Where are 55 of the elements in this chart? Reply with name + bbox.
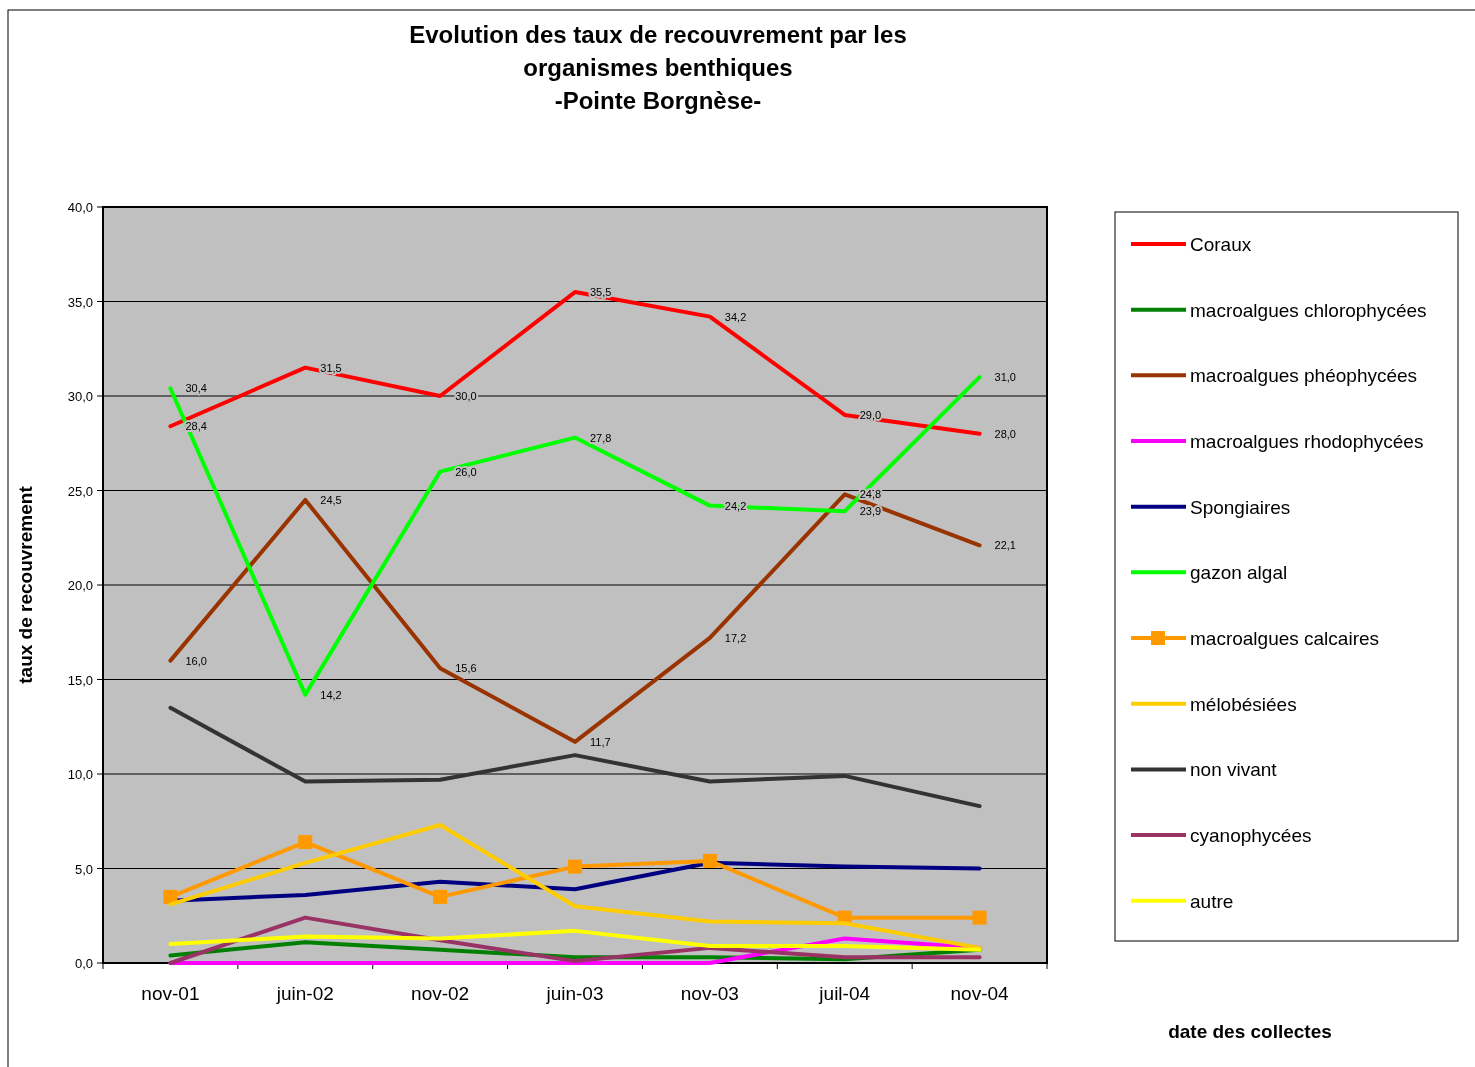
legend-label: cyanophycées [1190, 825, 1312, 847]
data-label: 14,2 [320, 688, 342, 701]
x-tick-label: juin-03 [545, 983, 604, 1004]
legend-label: mélobésiées [1190, 693, 1297, 715]
data-label: 26,0 [455, 465, 477, 478]
x-tick-label: juil-04 [818, 983, 871, 1004]
y-tick-label: 25,0 [67, 483, 93, 499]
data-label: 30,0 [455, 390, 477, 402]
y-tick-label: 5,0 [74, 861, 93, 877]
data-label: 17,2 [724, 631, 747, 644]
data-label: 31,5 [320, 361, 342, 374]
y-tick-label: 20,0 [67, 578, 93, 593]
legend-label: gazon algal [1190, 562, 1288, 584]
data-label: 34,2 [724, 310, 747, 323]
data-label: 27,8 [590, 431, 612, 444]
point [433, 889, 448, 904]
point [568, 859, 582, 874]
data-label: 30,4 [185, 382, 207, 395]
data-label: 22,1 [994, 539, 1016, 552]
x-tick-label: nov-04 [950, 983, 1010, 1004]
point [702, 853, 717, 868]
line-series [168, 915, 982, 965]
line-series [168, 928, 982, 952]
y-tick-label: 15,0 [67, 672, 93, 688]
data-label: 23,9 [859, 505, 882, 518]
legend-label: macroalgues calcaires [1190, 628, 1380, 650]
legend-label: macroalgues chlorophycées [1190, 299, 1427, 321]
x-tick-label: nov-01 [141, 983, 200, 1004]
chart-title: Evolution des taux de recouvrement par les organismes benthiques -Pointe Borgnèse- [409, 21, 907, 114]
data-label: 15,6 [455, 662, 477, 675]
y-tick-label: 30,0 [67, 389, 93, 404]
point [298, 835, 313, 850]
line-series [168, 705, 982, 809]
text: date des collectes [1168, 1021, 1332, 1042]
legend-label: macroalgues phéophycées [1190, 365, 1418, 387]
legend-label: Spongiaires [1190, 496, 1291, 518]
y-tick-label: 40,0 [67, 200, 93, 215]
x-tick-label: juin-02 [275, 983, 334, 1004]
legend-label: autre [1190, 890, 1234, 912]
point [972, 910, 987, 925]
x-tick-label: nov-03 [680, 983, 739, 1004]
legend-label: non vivant [1190, 759, 1278, 781]
x-tick-label: nov-02 [411, 983, 470, 1004]
legend-label: macroalgues rhodophycées [1190, 431, 1424, 453]
line-series [168, 290, 982, 436]
y-axis-title: taux de recouvrement [15, 485, 36, 684]
data-label: 31,0 [994, 371, 1016, 384]
data-label: 28,0 [994, 427, 1016, 440]
data-label: 16,0 [185, 654, 207, 667]
data-label: 11,7 [590, 735, 611, 748]
y-tick-label: 0,0 [74, 956, 93, 971]
legend-label: Coraux [1190, 234, 1252, 255]
data-label: 24,5 [320, 493, 342, 506]
y-tick-label: 35,0 [67, 294, 93, 310]
y-tick-label: 10,0 [67, 767, 93, 782]
